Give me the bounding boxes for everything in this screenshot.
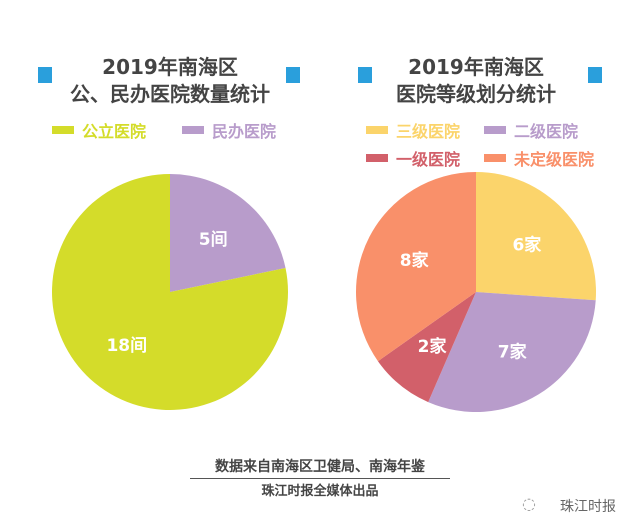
- legend-swatch: [182, 126, 204, 134]
- slice-label: 8家: [400, 250, 429, 271]
- pie-slice: [377, 292, 476, 403]
- legend-swatch: [484, 154, 506, 162]
- decor-square: [38, 67, 52, 83]
- legend-item: 公立医院: [52, 118, 146, 142]
- chart-2-title: 2019年南海区 医院等级划分统计: [346, 54, 606, 108]
- legend-item: 一级医院: [366, 146, 460, 170]
- legend-swatch: [52, 126, 74, 134]
- legend-label: 公立医院: [82, 122, 147, 141]
- slice-label: 2家: [418, 336, 447, 357]
- legend-item: 民办医院: [182, 118, 276, 142]
- decor-square: [286, 67, 300, 83]
- legend-item: 未定级医院: [484, 146, 594, 170]
- legend-label: 二级医院: [514, 122, 579, 141]
- pie-slice: [170, 174, 286, 292]
- pie-slice: [476, 172, 596, 301]
- decor-square: [358, 67, 372, 83]
- watermark: 珠江时报: [560, 499, 616, 515]
- chart-2-title-line-1: 2019年南海区: [408, 55, 544, 79]
- legend-swatch: [366, 126, 388, 134]
- publisher: 珠江时报全媒体出品: [261, 484, 379, 499]
- slice-label: 7家: [498, 341, 527, 362]
- pie-slice: [52, 174, 289, 410]
- decor-square: [588, 67, 602, 83]
- chart-1-title-line-2: 公、民办医院数量统计: [70, 82, 270, 106]
- legend-label: 一级医院: [396, 150, 461, 169]
- legend-item: 三级医院: [366, 118, 460, 142]
- legend-label: 民办医院: [212, 122, 277, 141]
- chart-2-title-line-2: 医院等级划分统计: [396, 82, 556, 106]
- legend-swatch: [484, 126, 506, 134]
- chart-1-title-line-1: 2019年南海区: [102, 55, 238, 79]
- chart-1-title: 2019年南海区 公、民办医院数量统计: [40, 54, 300, 108]
- legend-item: 二级医院: [484, 118, 578, 142]
- pie-slice: [356, 172, 476, 362]
- legend-swatch: [366, 154, 388, 162]
- slice-label: 18间: [106, 335, 147, 356]
- legend-label: 三级医院: [396, 122, 461, 141]
- pie-slice: [428, 292, 596, 413]
- slice-label: 5间: [199, 229, 228, 250]
- slice-label: 6家: [512, 234, 541, 255]
- wechat-icon: ◌: [522, 494, 536, 513]
- data-source: 数据来自南海区卫健局、南海年鉴: [190, 456, 450, 479]
- legend-label: 未定级医院: [514, 150, 595, 169]
